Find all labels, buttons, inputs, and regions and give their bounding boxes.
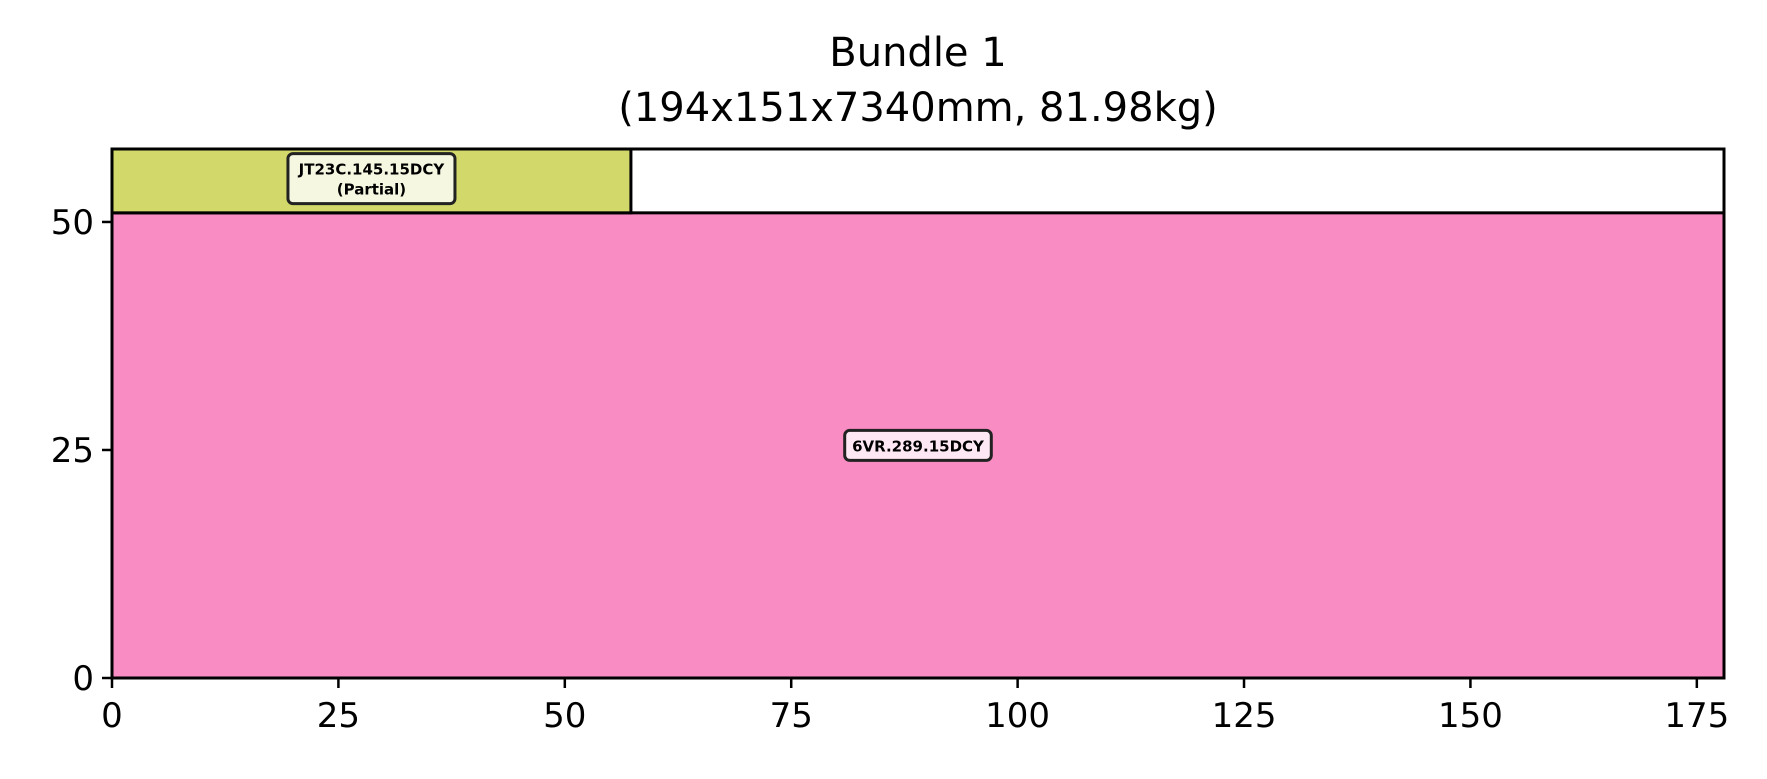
rect-label-1: JT23C.145.15DCY (Partial): [286, 152, 457, 206]
rectangle-labels-layer: 6VR.289.15DCY JT23C.145.15DCY (Partial): [286, 152, 993, 462]
x-tick-label: 25: [317, 696, 360, 736]
rect-label-subtext: (Partial): [337, 181, 406, 199]
rect-label-text: JT23C.145.15DCY: [298, 161, 446, 179]
rect-label-box: [286, 152, 457, 206]
y-tick-label: 0: [72, 659, 94, 699]
chart-subtitle: (194x151x7340mm, 81.98kg): [618, 85, 1217, 131]
rect-label-box: [843, 428, 993, 462]
rect-label-0: 6VR.289.15DCY: [843, 428, 993, 462]
x-tick-label: 50: [543, 696, 586, 736]
x-tick-label: 75: [770, 696, 813, 736]
y-tick-label: 25: [51, 431, 94, 471]
y-tick-label: 50: [51, 203, 94, 243]
chart-title: Bundle 1: [829, 30, 1006, 76]
plot-frame: [110, 147, 1726, 680]
x-tick-label: 150: [1438, 696, 1503, 736]
rectangles-layer: [110, 147, 1726, 680]
x-tick-label: 0: [101, 696, 123, 736]
x-axis: 0 25 50 75 100 125 150 175: [101, 678, 1729, 736]
x-tick-label: 125: [1212, 696, 1277, 736]
rect-label-text: 6VR.289.15DCY: [852, 437, 985, 455]
x-tick-label: 175: [1664, 696, 1729, 736]
x-tick-label: 100: [985, 696, 1050, 736]
y-axis: 0 25 50: [51, 203, 112, 699]
